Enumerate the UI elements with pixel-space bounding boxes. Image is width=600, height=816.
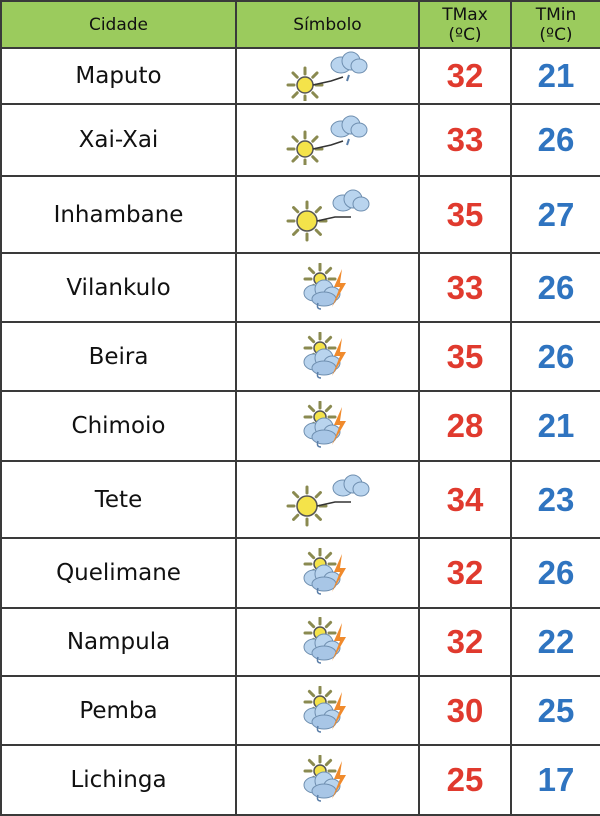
weather-symbol bbox=[235, 252, 420, 323]
table-row: Pemba 30 25 bbox=[0, 675, 600, 746]
weather-symbol bbox=[235, 460, 420, 539]
tmax-value: 35 bbox=[418, 321, 512, 392]
table-row: Inhambane 35 27 bbox=[0, 175, 600, 254]
tmin-value: 26 bbox=[510, 537, 600, 609]
weather-symbol bbox=[235, 103, 420, 177]
city-name: Nampula bbox=[0, 607, 237, 677]
weather-symbol bbox=[235, 47, 420, 105]
city-name: Pemba bbox=[0, 675, 237, 746]
tmin-unit: (ºC) bbox=[539, 24, 573, 45]
tmax-value: 32 bbox=[418, 47, 512, 105]
thunderstorm-icon bbox=[237, 685, 418, 736]
city-name: Beira bbox=[0, 321, 237, 392]
tmax-value: 30 bbox=[418, 675, 512, 746]
tmin-label: TMin bbox=[535, 4, 577, 25]
table-row: Chimoio 28 21 bbox=[0, 390, 600, 462]
header-tmin: TMin (ºC) bbox=[510, 0, 600, 49]
tmax-value: 33 bbox=[418, 252, 512, 323]
tmin-value: 22 bbox=[510, 607, 600, 677]
header-city: Cidade bbox=[0, 0, 237, 49]
weather-symbol bbox=[235, 321, 420, 392]
thunderstorm-icon bbox=[237, 401, 418, 451]
sun-cloud-rain-icon bbox=[237, 51, 418, 101]
tmin-value: 26 bbox=[510, 321, 600, 392]
weather-symbol bbox=[235, 607, 420, 677]
tmin-value: 21 bbox=[510, 47, 600, 105]
sun-cloud-icon bbox=[237, 472, 418, 528]
header-tmax: TMax (ºC) bbox=[418, 0, 512, 49]
tmin-value: 26 bbox=[510, 252, 600, 323]
thunderstorm-icon bbox=[237, 262, 418, 313]
weather-symbol bbox=[235, 537, 420, 609]
tmax-label: TMax bbox=[442, 4, 488, 25]
tmax-value: 32 bbox=[418, 607, 512, 677]
table-row: Tete 34 23 bbox=[0, 460, 600, 539]
table-row: Lichinga 25 17 bbox=[0, 744, 600, 816]
weather-symbol bbox=[235, 675, 420, 746]
thunderstorm-icon bbox=[237, 548, 418, 598]
tmin-value: 17 bbox=[510, 744, 600, 816]
sun-cloud-rain-icon bbox=[237, 115, 418, 165]
table-row: Xai-Xai 33 26 bbox=[0, 103, 600, 177]
tmax-value: 32 bbox=[418, 537, 512, 609]
tmax-value: 28 bbox=[418, 390, 512, 462]
thunderstorm-icon bbox=[237, 755, 418, 805]
sun-cloud-icon bbox=[237, 187, 418, 243]
city-name: Xai-Xai bbox=[0, 103, 237, 177]
table-row: Maputo 32 21 bbox=[0, 47, 600, 105]
weather-symbol bbox=[235, 390, 420, 462]
tmax-value: 34 bbox=[418, 460, 512, 539]
table-row: Beira 35 26 bbox=[0, 321, 600, 392]
city-name: Lichinga bbox=[0, 744, 237, 816]
tmax-value: 35 bbox=[418, 175, 512, 254]
city-name: Tete bbox=[0, 460, 237, 539]
tmin-value: 23 bbox=[510, 460, 600, 539]
table-row: Quelimane 32 26 bbox=[0, 537, 600, 609]
tmin-value: 21 bbox=[510, 390, 600, 462]
weather-symbol bbox=[235, 175, 420, 254]
thunderstorm-icon bbox=[237, 617, 418, 667]
city-name: Inhambane bbox=[0, 175, 237, 254]
tmax-value: 25 bbox=[418, 744, 512, 816]
header-symbol: Símbolo bbox=[235, 0, 420, 49]
city-name: Vilankulo bbox=[0, 252, 237, 323]
tmin-value: 26 bbox=[510, 103, 600, 177]
city-name: Chimoio bbox=[0, 390, 237, 462]
thunderstorm-icon bbox=[237, 331, 418, 382]
tmin-value: 25 bbox=[510, 675, 600, 746]
weather-symbol bbox=[235, 744, 420, 816]
table-row: Nampula 32 22 bbox=[0, 607, 600, 677]
tmin-value: 27 bbox=[510, 175, 600, 254]
tmax-value: 33 bbox=[418, 103, 512, 177]
city-name: Quelimane bbox=[0, 537, 237, 609]
table-row: Vilankulo 33 26 bbox=[0, 252, 600, 323]
city-name: Maputo bbox=[0, 47, 237, 105]
tmax-unit: (ºC) bbox=[448, 24, 482, 45]
header-row: Cidade Símbolo TMax (ºC) TMin (ºC) bbox=[0, 0, 600, 49]
